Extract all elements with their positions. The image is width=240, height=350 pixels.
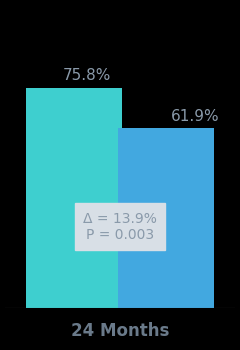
Text: Δ = 13.9%
P = 0.003: Δ = 13.9% P = 0.003 xyxy=(83,211,157,242)
X-axis label: 24 Months: 24 Months xyxy=(71,322,169,340)
Text: 75.8%: 75.8% xyxy=(62,69,111,83)
Text: 61.9%: 61.9% xyxy=(171,109,219,124)
Bar xyxy=(118,128,215,308)
Bar xyxy=(25,88,122,308)
